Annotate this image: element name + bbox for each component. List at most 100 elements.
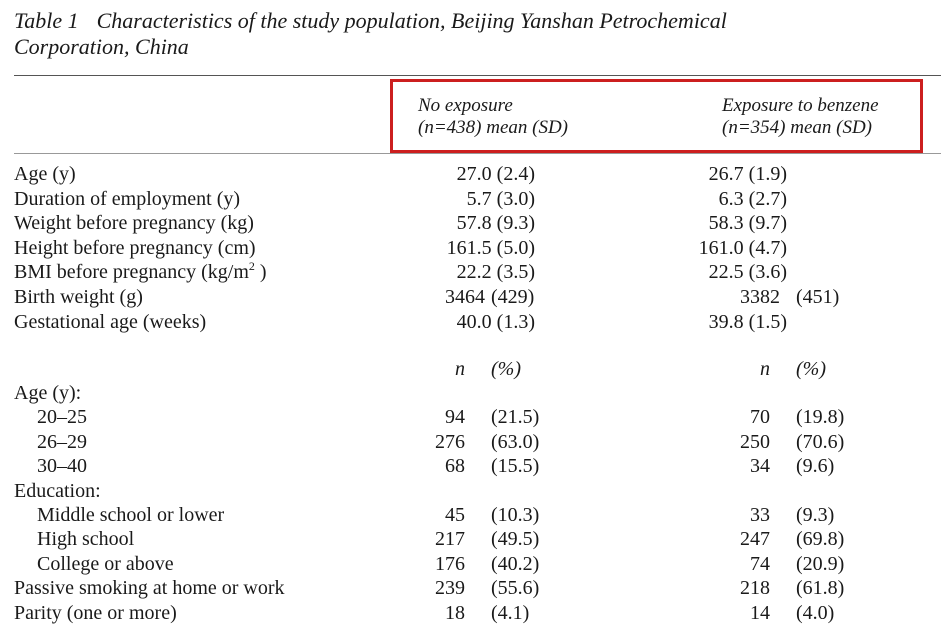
- row-label-text: Age (y): [14, 163, 76, 185]
- value-exposure: 26.7 (1.9): [708, 163, 787, 185]
- column-header-line-2: (n=438) mean (SD): [418, 117, 569, 138]
- column-header-line-1: No exposure: [418, 95, 513, 116]
- count-exposure: 14: [750, 602, 770, 624]
- value-no-exposure: 40.0 (1.3): [456, 311, 535, 333]
- count-exposure: 247: [740, 528, 770, 550]
- row-label-text: Height before pregnancy (cm): [14, 237, 256, 259]
- row-label: Weight before pregnancy (kg): [14, 211, 254, 235]
- value-no-exposure: 27.0 (2.4): [456, 163, 535, 185]
- column-header-exposure-benzene: Exposure to benzene (n=354) mean (SD): [722, 95, 879, 139]
- table-row: Duration of employment (y) 5.7 (3.0) 6.3 (…: [0, 187, 943, 211]
- row-label: BMI before pregnancy (kg/m2 ): [14, 260, 267, 284]
- table-caption: Table 1 Characteristics of the study popu…: [14, 8, 727, 60]
- percent-exposure: (69.8): [796, 528, 845, 550]
- count-exposure: 34: [750, 455, 770, 477]
- count-exposure: 74: [750, 553, 770, 575]
- count-no-exposure: 45: [445, 504, 465, 526]
- table-row: Height before pregnancy (cm) 161.5 (5.0) 1…: [0, 236, 943, 260]
- row-label-text: Birth weight (g): [14, 286, 143, 308]
- percent-exposure: (19.8): [796, 406, 845, 428]
- table-row: Passive smoking at home or work 239 (55.6)…: [0, 576, 943, 600]
- table-row: Education:: [0, 479, 943, 503]
- row-label: Age (y):: [14, 382, 82, 404]
- count-exposure: 218: [740, 577, 770, 599]
- percent-no-exposure: (40.2): [491, 553, 540, 575]
- table-row: Middle school or lower 45 (10.3) 33 (9.3): [0, 503, 943, 527]
- table-row: Age (y) 27.0 (2.4) 26.7 (1.9): [0, 162, 943, 186]
- subheader-n-exposure: n: [760, 358, 770, 380]
- value-no-exposure: 161.5 (5.0): [446, 237, 535, 259]
- table-number: Table 1: [14, 8, 79, 33]
- table-row: Parity (one or more) 18 (4.1) 14 (4.0): [0, 601, 943, 625]
- table-row: BMI before pregnancy (kg/m2 ) 22.2 (3.5) 2…: [0, 260, 943, 284]
- value-exposure: 3382: [740, 286, 780, 308]
- table-top-rule: [14, 75, 941, 76]
- count-no-exposure: 217: [435, 528, 465, 550]
- value-no-exposure: 5.7 (3.0): [466, 188, 535, 210]
- sd-no-exposure: (429): [491, 286, 535, 308]
- sd-exposure: (451): [796, 286, 840, 308]
- caption-title: Characteristics of the study population,…: [96, 8, 727, 33]
- row-label: Duration of employment (y): [14, 187, 240, 211]
- row-label: 20–25: [37, 406, 87, 428]
- header-rule: [14, 153, 941, 154]
- table-row: Birth weight (g) 3464 (429) 3382 (451): [0, 285, 943, 309]
- count-no-exposure: 276: [435, 431, 465, 453]
- count-exposure: 70: [750, 406, 770, 428]
- percent-no-exposure: (55.6): [491, 577, 540, 599]
- caption-line-2: Corporation, China: [14, 34, 189, 59]
- percent-exposure: (9.3): [796, 504, 835, 526]
- table-row: 30–40 68 (15.5) 34 (9.6): [0, 454, 943, 478]
- count-no-exposure: 18: [445, 602, 465, 624]
- column-header-no-exposure: No exposure (n=438) mean (SD): [418, 95, 568, 139]
- row-label: Birth weight (g): [14, 285, 143, 309]
- row-label-superscript: 2: [248, 259, 255, 273]
- row-label-suffix: ): [254, 261, 267, 283]
- row-label: 26–29: [37, 431, 87, 453]
- table-row: 26–29 276 (63.0) 250 (70.6): [0, 430, 943, 454]
- row-label-text: Gestational age (weeks): [14, 311, 207, 333]
- column-header-line-1: Exposure to benzene: [722, 95, 879, 116]
- count-no-exposure: 94: [445, 406, 465, 428]
- percent-exposure: (20.9): [796, 553, 845, 575]
- subheader-pct-exposure: (%): [796, 358, 826, 380]
- percent-exposure: (61.8): [796, 577, 845, 599]
- count-exposure: 250: [740, 431, 770, 453]
- row-label: Parity (one or more): [14, 602, 177, 624]
- caption-line-1: Table 1 Characteristics of the study popu…: [14, 8, 727, 34]
- table-row: Weight before pregnancy (kg) 57.8 (9.3) 58…: [0, 211, 943, 235]
- value-exposure: 39.8 (1.5): [708, 311, 787, 333]
- value-exposure: 6.3 (2.7): [718, 188, 787, 210]
- row-label: Gestational age (weeks): [14, 310, 206, 334]
- column-header-line-2: (n=354) mean (SD): [722, 117, 873, 138]
- row-label: Age (y): [14, 162, 76, 186]
- row-label: High school: [37, 528, 135, 550]
- table-row: College or above 176 (40.2) 74 (20.9): [0, 552, 943, 576]
- count-no-exposure: 176: [435, 553, 465, 575]
- row-label-text: Duration of employment (y): [14, 188, 241, 210]
- value-exposure: 58.3 (9.7): [708, 212, 787, 234]
- count-no-exposure: 239: [435, 577, 465, 599]
- count-no-exposure: 68: [445, 455, 465, 477]
- table-row: High school 217 (49.5) 247 (69.8): [0, 527, 943, 551]
- row-label-text: Weight before pregnancy (kg): [14, 212, 254, 234]
- percent-no-exposure: (21.5): [491, 406, 540, 428]
- table-row: 20–25 94 (21.5) 70 (19.8): [0, 405, 943, 429]
- value-no-exposure: 57.8 (9.3): [456, 212, 535, 234]
- row-label: Height before pregnancy (cm): [14, 236, 256, 260]
- table-row: Gestational age (weeks) 40.0 (1.3) 39.8 (1…: [0, 310, 943, 334]
- percent-exposure: (4.0): [796, 602, 835, 624]
- row-label: Education:: [14, 480, 101, 502]
- subheader-pct-no-exposure: (%): [491, 358, 521, 380]
- percent-exposure: (9.6): [796, 455, 835, 477]
- percent-no-exposure: (15.5): [491, 455, 540, 477]
- subheader-n-no-exposure: n: [455, 358, 465, 380]
- subheader-row: n (%) n (%): [0, 357, 943, 381]
- percent-no-exposure: (10.3): [491, 504, 540, 526]
- percent-no-exposure: (4.1): [491, 602, 530, 624]
- percent-exposure: (70.6): [796, 431, 845, 453]
- row-label-text: BMI before pregnancy (kg/m: [14, 261, 249, 283]
- value-exposure: 161.0 (4.7): [698, 237, 787, 259]
- row-label: College or above: [37, 553, 174, 575]
- percent-no-exposure: (49.5): [491, 528, 540, 550]
